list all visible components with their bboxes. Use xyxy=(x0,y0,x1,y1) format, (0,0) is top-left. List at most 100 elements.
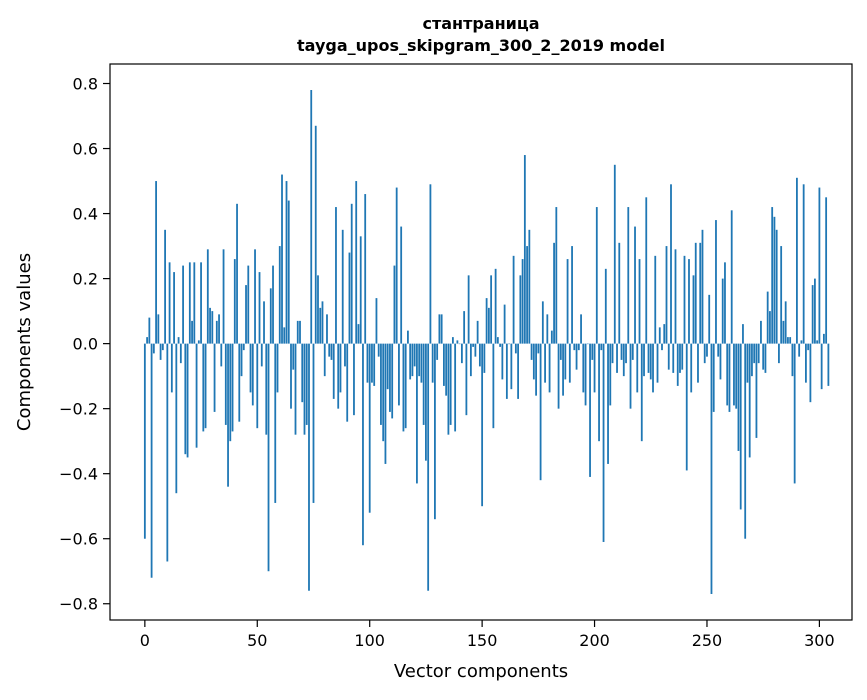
bar-component-162 xyxy=(508,343,511,345)
y-tick-label: 0.4 xyxy=(73,205,98,224)
bar-component-124 xyxy=(422,343,425,425)
bar-component-118 xyxy=(409,343,412,380)
bar-component-225 xyxy=(649,343,652,380)
bar-component-140 xyxy=(458,343,461,345)
bar-component-274 xyxy=(760,320,762,344)
bar-component-264 xyxy=(737,343,740,451)
bar-component-88 xyxy=(341,229,344,344)
bar-component-82 xyxy=(328,343,331,357)
bar-component-3 xyxy=(150,343,153,578)
bar-component-52 xyxy=(260,343,263,367)
bar-component-129 xyxy=(434,343,436,520)
bar-component-31 xyxy=(213,343,216,412)
bar-component-226 xyxy=(652,343,654,393)
bar-component-299 xyxy=(816,340,819,344)
bar-component-276 xyxy=(764,343,767,373)
bar-component-35 xyxy=(222,249,225,344)
bar-component-231 xyxy=(663,324,666,344)
bar-component-84 xyxy=(332,343,335,399)
bar-component-110 xyxy=(391,343,394,419)
x-tick-label: 200 xyxy=(579,631,610,650)
bar-component-104 xyxy=(377,343,380,357)
bar-component-10 xyxy=(166,343,169,562)
bar-component-275 xyxy=(762,343,765,370)
bar-component-59 xyxy=(276,343,279,393)
bar-component-89 xyxy=(344,343,346,367)
bar-component-300 xyxy=(818,187,821,344)
bar-component-103 xyxy=(375,298,378,344)
bar-component-135 xyxy=(447,343,450,435)
bar-component-48 xyxy=(251,343,254,406)
bar-component-115 xyxy=(402,343,405,432)
bar-component-277 xyxy=(766,291,769,344)
bar-component-12 xyxy=(170,343,173,393)
bar-component-261 xyxy=(730,210,733,344)
bar-component-155 xyxy=(492,343,495,429)
bar-component-105 xyxy=(380,343,382,425)
bar-component-167 xyxy=(519,275,522,344)
bar-component-292 xyxy=(800,340,803,344)
bar-component-232 xyxy=(665,246,668,344)
bar-component-106 xyxy=(382,343,385,442)
bar-component-200 xyxy=(593,343,596,393)
bar-component-70 xyxy=(301,343,304,403)
bar-component-132 xyxy=(440,314,443,344)
bar-component-23 xyxy=(195,343,198,448)
bar-component-81 xyxy=(326,314,328,344)
bar-component-44 xyxy=(242,343,245,351)
bar-component-254 xyxy=(715,220,717,344)
bar-component-267 xyxy=(744,343,747,539)
bar-component-211 xyxy=(618,242,621,344)
bar-component-37 xyxy=(227,343,229,487)
bar-component-71 xyxy=(303,343,306,435)
bar-component-220 xyxy=(638,259,641,344)
bar-component-173 xyxy=(532,343,535,380)
bar-component-280 xyxy=(773,216,776,344)
bar-component-83 xyxy=(330,343,333,360)
bar-component-153 xyxy=(487,307,490,344)
bar-component-127 xyxy=(429,184,432,344)
bar-component-229 xyxy=(658,327,661,344)
y-tick-label: −0.8 xyxy=(59,595,98,614)
bar-component-172 xyxy=(530,343,533,360)
bar-component-123 xyxy=(420,343,423,383)
bar-component-263 xyxy=(735,343,738,409)
bar-component-138 xyxy=(454,343,457,432)
bar-component-17 xyxy=(182,265,184,344)
y-tick-label: −0.2 xyxy=(59,400,98,419)
bar-component-34 xyxy=(220,343,223,367)
bars-group xyxy=(143,90,830,594)
bar-component-195 xyxy=(582,343,585,393)
bar-component-114 xyxy=(400,226,403,344)
bar-component-176 xyxy=(539,343,542,481)
bar-component-15 xyxy=(177,337,180,344)
bar-component-7 xyxy=(159,343,162,360)
bar-component-219 xyxy=(636,343,639,393)
bar-component-249 xyxy=(703,343,706,364)
bar-component-251 xyxy=(708,294,711,344)
bar-component-164 xyxy=(512,255,515,344)
y-tick-label: 0.8 xyxy=(73,75,98,94)
bar-component-5 xyxy=(155,181,157,344)
bar-component-227 xyxy=(654,255,657,344)
bar-component-175 xyxy=(537,343,540,354)
bar-component-281 xyxy=(775,229,778,344)
bar-component-295 xyxy=(807,343,810,351)
bar-component-205 xyxy=(604,268,607,344)
bar-component-170 xyxy=(526,246,528,344)
bar-component-169 xyxy=(523,155,526,344)
bar-component-268 xyxy=(746,343,749,383)
y-tick-label: 0.2 xyxy=(73,270,98,289)
bar-component-201 xyxy=(595,207,598,344)
bar-component-199 xyxy=(591,343,594,360)
bar-component-151 xyxy=(483,343,486,373)
bar-component-189 xyxy=(568,343,571,383)
bar-component-293 xyxy=(802,184,805,344)
bar-component-55 xyxy=(267,343,270,572)
bar-component-248 xyxy=(701,229,704,344)
bar-component-41 xyxy=(236,203,238,344)
bar-component-210 xyxy=(616,343,618,373)
bar-component-171 xyxy=(528,229,531,344)
bar-component-159 xyxy=(501,343,504,380)
